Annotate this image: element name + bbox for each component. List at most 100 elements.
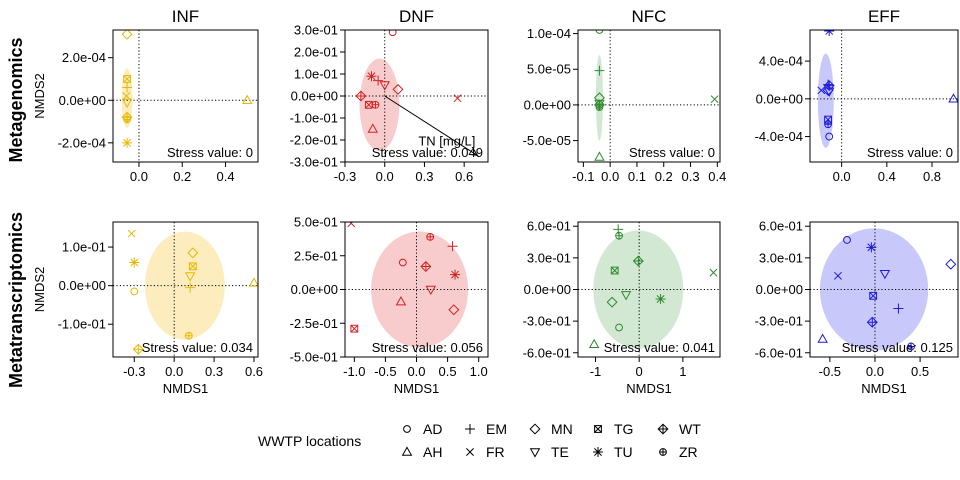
panel-eff-metatranscriptomics-xtick-label-0: -0.5 (819, 364, 841, 379)
panel-eff-metagenomics-xtick-label-2: 0.8 (923, 169, 941, 184)
panel-dnf-metatranscriptomics-point-zr-mark-plus (426, 233, 434, 241)
panel-dnf-metatranscriptomics-point-te (425, 285, 437, 296)
panel-nfc-metatranscriptomics-point-fr-mark (709, 268, 718, 277)
legend-label-fr: FR (486, 444, 505, 460)
panel-eff-metagenomics-frame (809, 29, 959, 163)
panel-nfc-metatranscriptomics-point-mn (606, 296, 618, 308)
panel-inf-metagenomics-point-mn-mark (121, 30, 133, 40)
panel-nfc-metatranscriptomics-ellipse (593, 230, 684, 349)
panel-dnf-metatranscriptomics-point-fr-mark (347, 222, 356, 228)
panel-eff-metagenomics-point-te (823, 87, 835, 97)
legend-label-em: EM (486, 421, 507, 437)
panel-eff-metatranscriptomics-plot-area (810, 222, 958, 357)
panel-inf-metagenomics-point-zr (123, 115, 131, 124)
panel-nfc-metagenomics-xtick-label-5: 0.4 (708, 169, 726, 184)
legend-symbol-mn-mark (529, 423, 541, 435)
panel-eff-metatranscriptomics-point-wt-mark-plus (867, 317, 878, 327)
panel-inf-metagenomics-ellipse (121, 68, 133, 128)
panel-eff-metagenomics-point-zr (824, 120, 832, 129)
panel-nfc-metatranscriptomics-point-ah (588, 338, 600, 349)
panel-inf-metatranscriptomics-xtick-label-2: 0.3 (205, 364, 223, 379)
panel-eff-metagenomics-point-tu (824, 30, 835, 36)
legend-symbol-ah (401, 446, 413, 456)
panel-dnf-metagenomics-stress-label: Stress value: 0.049 (372, 145, 483, 160)
panel-inf-metatranscriptomics-point-mn (187, 247, 199, 259)
panel-inf-metagenomics-point-ah-mark (241, 94, 253, 104)
legend-title: WWTP locations (258, 433, 361, 449)
panel-nfc-metagenomics-xtick-label-3: 0.2 (655, 169, 673, 184)
panel-dnf-metatranscriptomics-xlabel: NMDS1 (394, 381, 440, 396)
panel-eff-metatranscriptomics-point-tu-mark (866, 242, 877, 253)
panel-dnf-metatranscriptomics-point-em (447, 241, 458, 252)
panel-eff-metagenomics-point-tu-mark (824, 30, 835, 36)
panel-nfc-metatranscriptomics-point-fr (709, 268, 718, 277)
panel-inf-metatranscriptomics-point-ah (248, 277, 258, 287)
panel-inf-metagenomics-point-ah (241, 94, 253, 104)
panel-dnf-metagenomics-ytick-label-1: 2.0e-01 (294, 45, 338, 60)
panel-nfc-metatranscriptomics-point-zr (615, 231, 623, 240)
panel-dnf-metatranscriptomics-point-tu (450, 269, 461, 280)
legend-symbol-te-mark (529, 448, 541, 458)
legend-symbol-tg-mark (594, 425, 602, 433)
legend-symbol-tu (593, 447, 603, 457)
panel-eff-metagenomics-point-fr (817, 86, 826, 95)
panel-nfc-metatranscriptomics-plot-area (578, 222, 720, 357)
panel-nfc-metagenomics-ytick-label-1: 5.0e-05 (527, 62, 571, 77)
panel-nfc-metagenomics-xtick-label-1: 0.0 (601, 169, 619, 184)
panel-inf-metatranscriptomics-ytick-label-1: 0.0e+00 (59, 278, 106, 293)
panel-inf-metatranscriptomics-point-em (185, 282, 196, 293)
legend: WWTP locations AD EM MN TG WT AH FR TE TU ZR (258, 421, 701, 460)
panel-dnf-metagenomics-xtick-label-3: 0.6 (455, 169, 473, 184)
panel-nfc-metatranscriptomics-point-tg (610, 266, 619, 275)
panel-inf-metatranscriptomics-xtick-label-3: 0.6 (245, 364, 263, 379)
panel-dnf-metatranscriptomics-ytick-label-1: 2.5e-01 (294, 248, 338, 263)
panel-dnf-metagenomics-point-wt-mark-plus (356, 91, 366, 101)
legend-label-tu: TU (614, 444, 633, 460)
panel-dnf-metatranscriptomics-point-wt-mark-plus (421, 261, 431, 272)
panel-dnf-metagenomics-point-tu-mark (366, 71, 377, 82)
panel-nfc-metagenomics-point-fr-mark (710, 95, 719, 104)
legend-symbol-fr (466, 448, 474, 456)
panel-nfc-metatranscriptomics-point-ad (615, 323, 623, 332)
panel-inf-metatranscriptomics-point-te (184, 272, 196, 282)
panel-inf-metagenomics-xtick-label-1: 0.2 (173, 169, 191, 184)
panel-dnf-metagenomics-point-ad-mark (388, 30, 397, 37)
panel-eff-metatranscriptomics-point-zr-mark-plus (907, 343, 915, 350)
legend-symbol-tu-mark (593, 447, 603, 457)
panel-dnf-metatranscriptomics-point-em-mark (447, 241, 458, 252)
panel-inf-metatranscriptomics-point-ah-mark (248, 277, 258, 287)
panel-nfc-metagenomics-ellipse (595, 54, 603, 141)
panel-dnf-metagenomics-point-zr-mark-plus (372, 101, 379, 109)
legend-symbol-te (529, 448, 541, 458)
panel-eff-metagenomics-point-wt-mark-plus (824, 80, 835, 91)
panel-inf-metatranscriptomics-point-ad-mark (130, 287, 139, 296)
legend-label-mn: MN (551, 421, 573, 437)
panel-dnf-metagenomics-ytick-label-5: -2.0e-01 (290, 133, 338, 148)
panel-dnf-metatranscriptomics-xtick-label-2: 0.0 (407, 364, 425, 379)
panel-eff-metatranscriptomics-point-tu (866, 242, 877, 253)
panel-nfc-metagenomics-plot-area (578, 30, 720, 162)
panel-nfc-metatranscriptomics-point-ad-mark (615, 323, 623, 332)
panel-nfc-metagenomics-point-ah (594, 151, 605, 161)
panel-nfc-metagenomics-point-fr (710, 95, 719, 104)
panel-inf-metatranscriptomics-point-wt (132, 343, 144, 355)
panel-nfc-metagenomics-title: NFC (632, 7, 667, 26)
panel-dnf-metagenomics-title: DNF (399, 7, 434, 26)
panel-dnf-metatranscriptomics: Stress value: 0.056 -1.0 -0.5 0.0 0.5 1.0 5.0e… (290, 215, 489, 396)
panel-eff-metagenomics-xtick-label-1: 0.4 (878, 169, 896, 184)
panel-dnf-metatranscriptomics-point-tg-mark (350, 324, 359, 333)
panel-dnf-metagenomics-point-wt (355, 90, 367, 102)
panel-dnf-metagenomics-point-te-mark (379, 81, 390, 91)
panel-dnf-metagenomics-point-mn-mark (392, 83, 404, 95)
legend-symbol-mn (529, 423, 541, 435)
panel-inf-metatranscriptomics-stress-label: Stress value: 0.034 (142, 340, 253, 355)
panel-inf-metagenomics-point-tg-mark (123, 75, 131, 83)
panel-eff-metatranscriptomics-ytick-label-2: 0.0e+00 (756, 282, 803, 297)
panel-dnf-metagenomics-vector-label: TN [mg/L] (418, 133, 475, 148)
panel-dnf-metagenomics-ytick-label-6: -3.0e-01 (290, 155, 338, 170)
panel-nfc-metagenomics-ytick-label-2: 0.0e+00 (524, 97, 571, 112)
panel-dnf-metagenomics-point-mn (392, 83, 404, 95)
panel-inf-metatranscriptomics-point-te-mark (184, 272, 196, 282)
panel-inf-metatranscriptomics-point-tg-mark-x (189, 262, 197, 271)
